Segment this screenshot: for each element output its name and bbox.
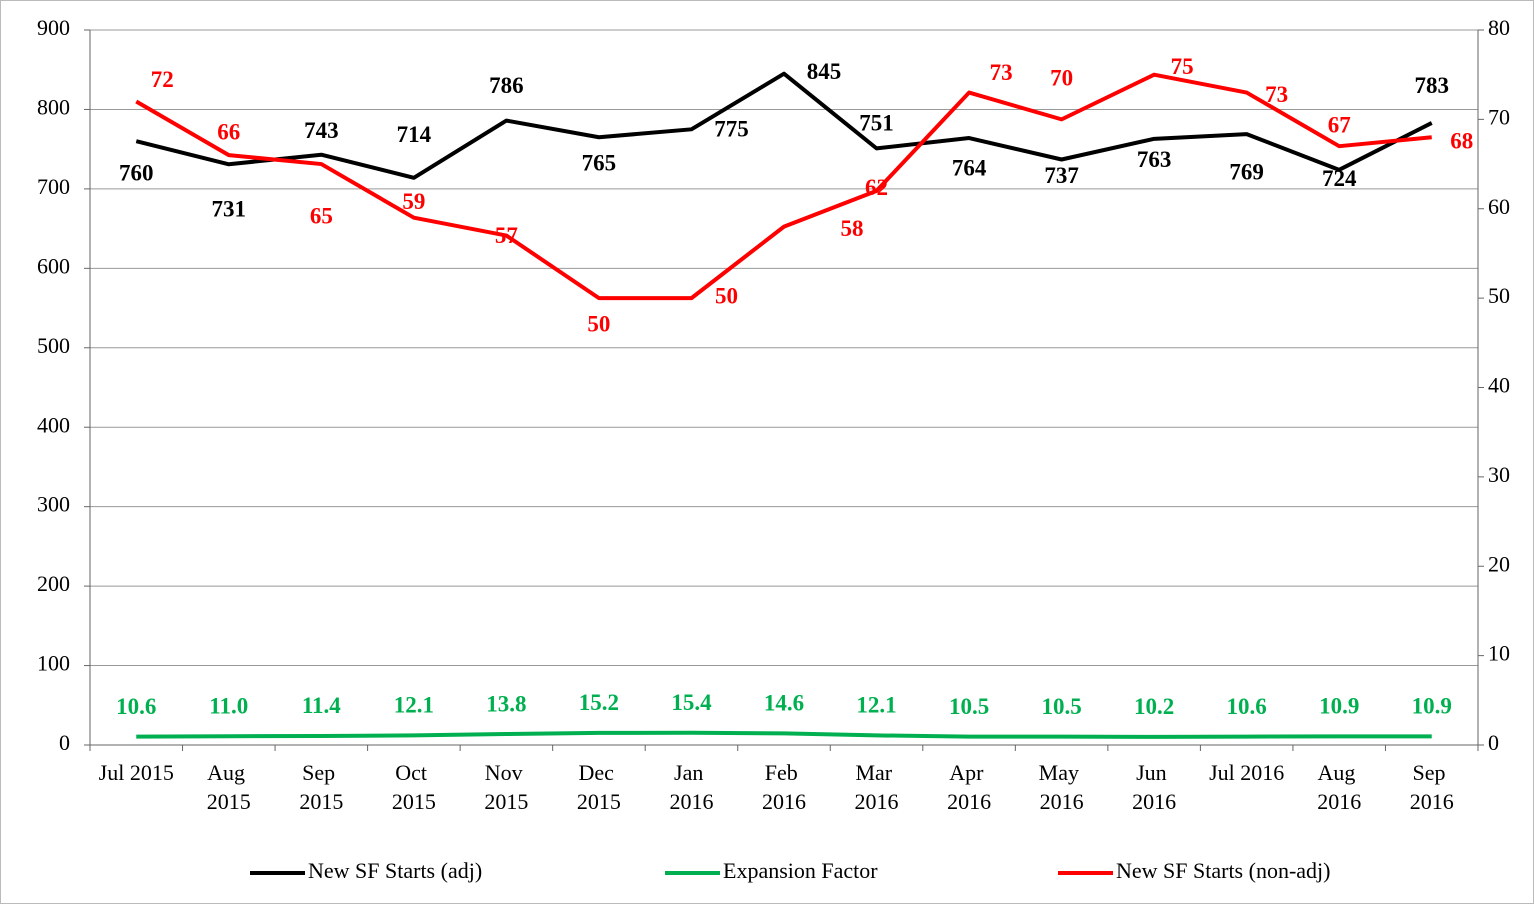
data-label: 10.6 (116, 694, 156, 719)
y-tick-label: 300 (37, 492, 70, 517)
y-tick-label: 200 (37, 571, 70, 596)
x-tick-label: Nov 2015 (484, 760, 528, 814)
data-label: 714 (397, 122, 432, 147)
data-label: 724 (1322, 166, 1357, 191)
y2-tick-label: 50 (1488, 283, 1510, 308)
data-label: 751 (859, 111, 894, 136)
data-label: 50 (587, 311, 610, 336)
data-label: 58 (841, 216, 864, 241)
legend-label: New SF Starts (adj) (308, 858, 482, 883)
x-tick-label: Aug 2015 (207, 760, 251, 814)
x-tick-label: Jul 2016 (1209, 760, 1284, 785)
data-label: 760 (119, 161, 154, 186)
y-tick-label: 900 (37, 15, 70, 40)
x-tick-label: Jun 2016 (1132, 760, 1176, 814)
y2-tick-label: 80 (1488, 15, 1510, 40)
data-label: 67 (1328, 112, 1351, 137)
data-label: 845 (807, 59, 842, 84)
data-label: 57 (495, 223, 518, 248)
series-line (136, 730, 1432, 739)
data-label: 12.1 (394, 693, 434, 718)
y2-tick-label: 20 (1488, 551, 1510, 576)
x-tick-label: Aug 2016 (1317, 760, 1361, 814)
x-tick-label: Apr 2016 (947, 760, 991, 814)
data-label: 11.4 (302, 693, 341, 718)
y-tick-label: 500 (37, 333, 70, 358)
y2-tick-label: 70 (1488, 104, 1510, 129)
data-label: 763 (1137, 147, 1172, 172)
x-tick-label: Jan 2016 (669, 760, 713, 814)
data-label: 737 (1044, 163, 1079, 188)
data-label: 62 (865, 175, 888, 200)
data-label: 775 (714, 117, 749, 142)
y-tick-label: 600 (37, 253, 70, 278)
data-label: 72 (151, 67, 174, 92)
data-label: 73 (990, 60, 1013, 85)
data-label: 13.8 (486, 691, 526, 716)
x-tick-label: Feb 2016 (762, 760, 806, 814)
data-label: 10.9 (1319, 694, 1359, 719)
data-label: 10.5 (1041, 694, 1081, 719)
data-label: 731 (212, 197, 247, 222)
data-label: 73 (1265, 82, 1288, 107)
x-tick-label: May 2016 (1039, 760, 1085, 814)
data-label: 59 (402, 189, 425, 214)
x-tick-label: Jul 2015 (99, 760, 174, 785)
data-label: 10.9 (1412, 694, 1452, 719)
y2-tick-label: 0 (1488, 730, 1499, 755)
data-label: 12.1 (856, 693, 896, 718)
x-tick-label: Sep 2015 (299, 760, 343, 814)
x-tick-label: Oct 2015 (392, 760, 436, 814)
y-tick-label: 400 (37, 412, 70, 437)
data-label: 769 (1229, 159, 1264, 184)
data-label: 68 (1450, 129, 1473, 154)
data-label: 75 (1171, 54, 1194, 79)
y2-tick-label: 10 (1488, 641, 1510, 666)
series-line (135, 71, 1433, 180)
data-label: 65 (310, 203, 333, 228)
legend-label: New SF Starts (non-adj) (1116, 858, 1330, 883)
y2-tick-label: 60 (1488, 194, 1510, 219)
data-label: 14.6 (764, 691, 804, 716)
x-tick-label: Mar 2016 (855, 760, 899, 814)
x-tick-label: Dec 2015 (577, 760, 621, 814)
legend-label: Expansion Factor (723, 858, 878, 883)
data-label: 743 (304, 118, 339, 143)
data-label: 786 (489, 73, 524, 98)
data-label: 764 (952, 155, 987, 180)
data-label: 783 (1414, 73, 1449, 98)
x-tick-label: Sep 2016 (1410, 760, 1454, 814)
y-tick-label: 800 (37, 94, 70, 119)
series-line (135, 72, 1432, 301)
data-label: 15.4 (671, 690, 712, 715)
data-label: 15.2 (579, 690, 619, 715)
y-tick-label: 100 (37, 651, 70, 676)
y2-tick-label: 30 (1488, 462, 1510, 487)
data-label: 10.6 (1227, 694, 1267, 719)
data-label: 66 (217, 119, 240, 144)
data-label: 50 (715, 283, 738, 308)
y-tick-label: 700 (37, 174, 70, 199)
data-label: 70 (1050, 66, 1073, 91)
data-label: 11.0 (209, 694, 248, 719)
data-label: 10.2 (1134, 694, 1174, 719)
y2-tick-label: 40 (1488, 373, 1510, 398)
y-tick-label: 0 (59, 730, 70, 755)
data-label: 765 (582, 151, 617, 176)
data-label: 10.5 (949, 694, 989, 719)
